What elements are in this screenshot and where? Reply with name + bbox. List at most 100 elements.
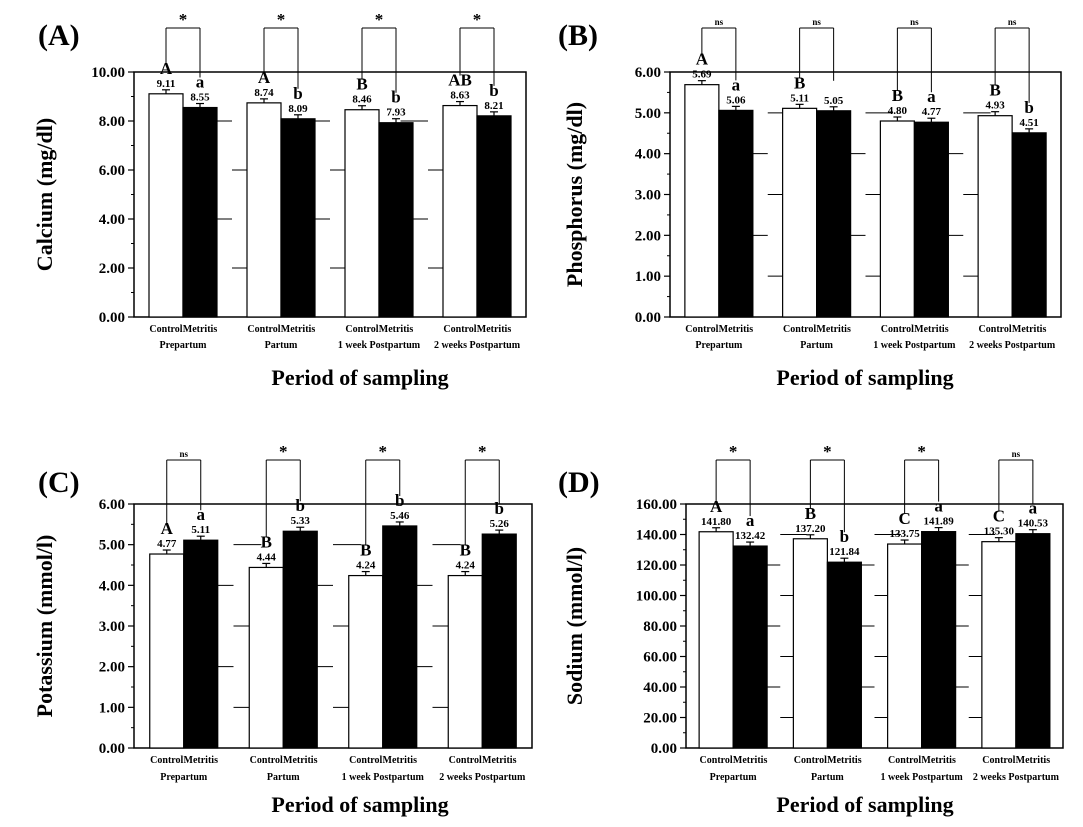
group-letter: A [710,497,723,516]
group-letter: B [805,504,816,523]
bar-metritis [921,531,957,749]
bar-metritis [476,115,512,318]
group-letter: B [360,541,371,560]
category-group: 4.24B 5.26b * Control Metritis 2 weeks Postpa… [439,442,526,783]
x-axis-label: Period of sampling [776,365,953,390]
bar-control [246,102,282,318]
data-label: 4.77 [922,106,942,118]
y-axis-label: Sodium (mmol/l) [562,547,587,705]
panel-label: (D) [558,466,600,499]
group-letter: A [258,68,271,87]
period-label: Partum [267,772,300,783]
period-label: 2 weeks Postpartum [434,340,521,351]
data-label: 4.80 [888,105,908,117]
group-label-metritis: Metritis [1012,324,1047,335]
group-label-metritis: Metritis [921,755,956,766]
group-label-control: Control [149,324,182,335]
significance-marker: ns [812,17,821,27]
panel-label: (B) [558,19,598,52]
y-tick-label: 3.00 [99,619,125,635]
group-label-control: Control [982,755,1015,766]
data-label: 140.53 [1018,518,1049,530]
y-axis-label: Potassium (mmol/l) [32,535,57,718]
data-label: 4.24 [356,560,376,572]
data-label: 4.51 [1020,117,1039,129]
group-letter: C [993,507,1005,526]
data-label: 5.05 [824,95,844,107]
group-letter: B [989,81,1000,100]
category-group: 141.80A 132.42a * Control Metritis Prepartum [698,442,768,783]
data-label: 5.06 [726,94,746,106]
group-letter: b [395,491,404,510]
group-label-metritis: Metritis [281,324,316,335]
data-label: 7.93 [386,107,406,119]
bar-control [792,538,828,749]
group-label-control: Control [888,755,921,766]
y-tick-label: 5.00 [99,538,125,554]
panel-label: (C) [38,466,80,499]
bar-control [879,120,915,318]
bar-control [447,574,483,749]
category-group: 5.11B 5.05 ns Control Metritis Partum [782,17,852,351]
significance-marker: * [823,442,832,461]
bar-metritis [382,525,418,749]
bar-control [782,107,818,318]
panel-b: (B) Phosphorus (mg/dl) Period of sampling 0… [558,17,1062,390]
group-label-control: Control [349,755,382,766]
category-group: 4.77A 5.11a ns Control Metritis Prepartum [149,449,219,783]
bar-metritis [913,121,949,318]
data-label: 5.11 [790,92,809,104]
group-letter: b [391,88,400,107]
significance-marker: * [729,442,738,461]
bar-control [348,574,384,749]
panel-c: (C) Potassium (mmol/l) Period of sampling 0… [32,442,533,817]
bar-metritis [182,106,218,318]
data-label: 5.46 [390,510,410,522]
significance-marker: * [473,10,482,29]
group-letter: a [927,87,936,106]
category-group: 4.24B 5.46b * Control Metritis 1 week Postpar… [342,442,425,783]
group-label-control: Control [150,755,183,766]
period-label: Prepartum [710,772,758,783]
data-label: 4.77 [157,538,177,550]
group-label-control: Control [979,324,1012,335]
data-label: 8.46 [352,94,372,106]
data-label: 4.44 [257,551,277,563]
bar-metritis [718,109,754,318]
group-letter: A [160,59,173,78]
category-group: 4.80B 4.77a ns Control Metritis 1 week Postpa… [873,17,956,351]
y-axis-label: Calcium (mg/dl) [32,118,57,271]
group-letter: a [746,511,755,530]
group-letter: B [794,73,805,92]
period-label: 1 week Postpartum [338,340,421,351]
period-label: Prepartum [160,772,208,783]
group-letter: B [356,75,367,94]
x-axis-label: Period of sampling [271,365,448,390]
y-tick-label: 0.00 [635,310,661,326]
bar-metritis [183,539,219,749]
period-label: Partum [800,340,833,351]
period-label: Partum [811,772,844,783]
period-label: Prepartum [695,340,743,351]
group-label-metritis: Metritis [1016,755,1051,766]
category-group: 133.75C 141.89a * Control Metritis 1 week Pos… [881,442,964,783]
group-letter: a [934,497,943,516]
group-label-metritis: Metritis [184,755,219,766]
group-label-metritis: Metritis [733,755,768,766]
data-label: 5.26 [490,518,510,530]
data-label: 8.09 [288,103,308,115]
y-tick-label: 4.00 [99,578,125,594]
y-tick-label: 6.00 [99,163,125,179]
data-label: 8.21 [484,100,503,112]
group-letter: B [460,541,471,560]
y-tick-label: 10.00 [91,65,125,81]
significance-marker: * [279,442,288,461]
group-letter: b [489,81,498,100]
category-group: 8.46B 7.93b * Control Metritis 1 week Postpar… [338,10,421,351]
y-tick-label: 1.00 [99,700,125,716]
group-letter: b [1024,98,1033,117]
group-label-metritis: Metritis [283,755,318,766]
group-label-control: Control [881,324,914,335]
group-label-metritis: Metritis [816,324,851,335]
bar-control [344,109,380,318]
